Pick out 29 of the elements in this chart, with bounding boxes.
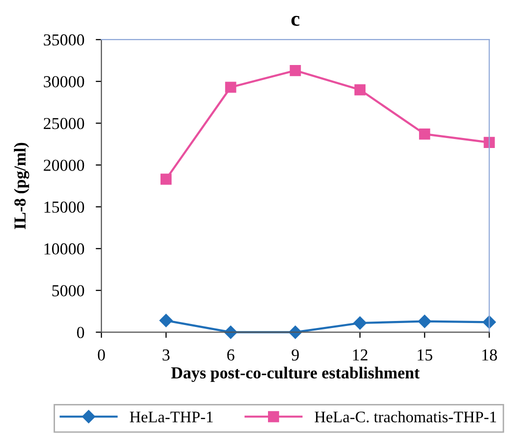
y-axis-title: IL-8 (pg/ml) <box>14 142 30 230</box>
x-tick-label: 3 <box>162 349 170 361</box>
point <box>290 64 301 76</box>
point <box>353 316 367 330</box>
y-tick-label: 35000 <box>44 34 84 46</box>
legend-label: HeLa-THP-1 <box>130 412 213 422</box>
y-tick-label: 30000 <box>44 76 84 88</box>
point <box>159 314 173 328</box>
x-tick-label: 9 <box>292 349 299 361</box>
y-tick-label: 20000 <box>44 160 84 171</box>
point <box>225 82 236 93</box>
point <box>484 136 495 148</box>
y-tick-label: 25000 <box>44 118 84 130</box>
x-tick-label: 6 <box>227 349 234 361</box>
point <box>354 84 366 96</box>
y-tick-label: 5000 <box>52 285 84 296</box>
x-tick-label: 0 <box>98 349 105 361</box>
y-tick-label: 15000 <box>44 202 84 213</box>
y-tick-label: 0 <box>77 326 84 338</box>
point <box>160 174 172 185</box>
point <box>419 128 430 140</box>
x-axis-title: Days post-co-culture establishment <box>171 366 420 382</box>
legend-label: HeLa-C. trachomatis-THP-1 <box>314 411 496 422</box>
x-tick-label: 18 <box>482 349 497 361</box>
chart-title: c <box>291 16 300 26</box>
point <box>418 314 432 328</box>
x-tick-label: 12 <box>353 349 368 360</box>
x-tick-label: 15 <box>418 349 432 361</box>
y-tick-label: 10000 <box>44 243 84 255</box>
